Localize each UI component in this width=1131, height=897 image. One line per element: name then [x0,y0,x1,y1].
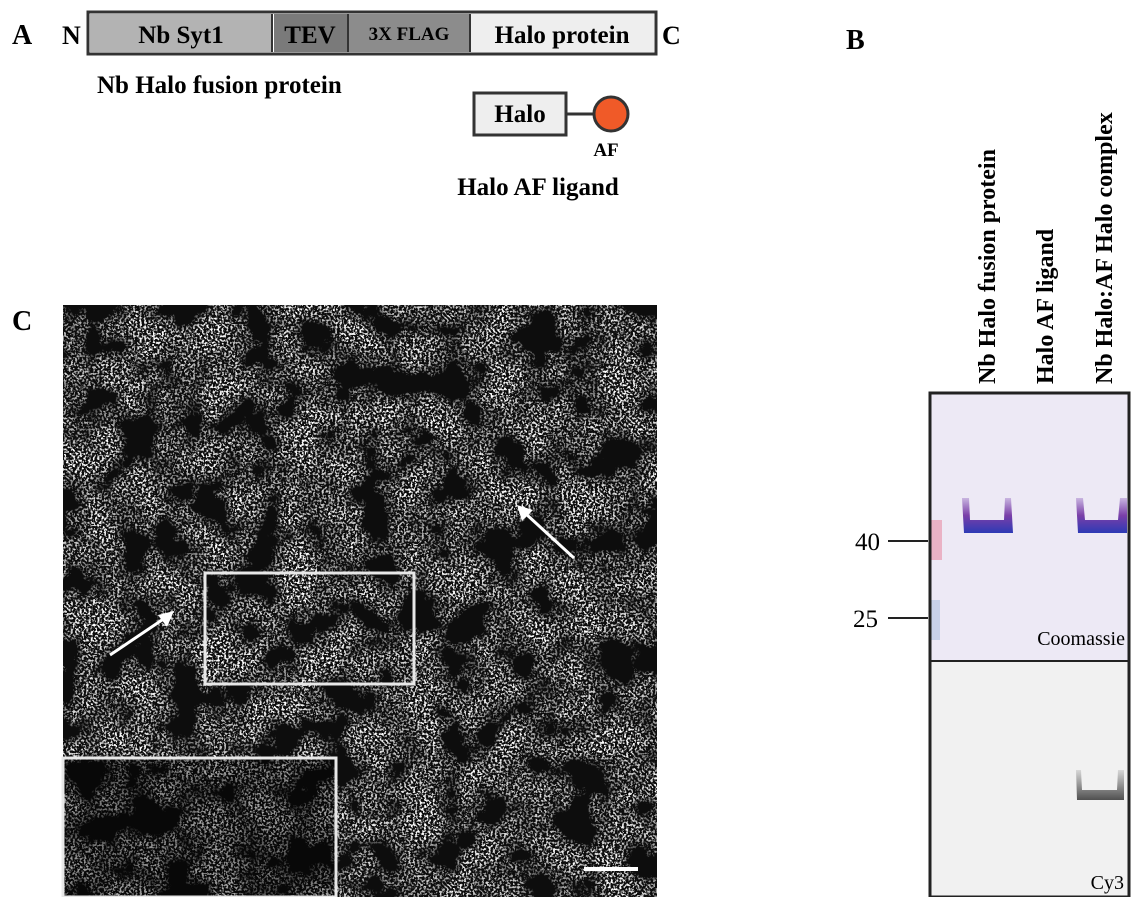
c-terminus: C [662,21,681,50]
marker-label: 25 [853,606,878,633]
panel-label: C [12,306,32,337]
dye-label: AF [593,140,618,161]
lane-label: Nb Halo:AF Halo complex [1092,112,1118,384]
ligand-label: Halo AF ligand [457,174,619,201]
inset [63,758,336,897]
n-terminus: N [62,21,81,50]
stain-label: Coomassie [1037,628,1125,650]
fusion-label: Nb Halo fusion protein [97,72,342,99]
lane-label: Nb Halo fusion protein [975,149,1001,384]
stain-label: Cy3 [1091,872,1124,894]
segment-label: 3X FLAG [369,24,450,45]
segment-label: Nb Syt1 [138,22,223,49]
segment-label: Halo protein [495,22,630,49]
ligand-box-label: Halo [494,101,545,128]
segment-label: TEV [284,22,335,49]
dye [594,97,628,131]
figure: A N Nb Syt1 TEV 3X FLAG Halo protein C N… [0,0,1131,897]
panel-label: A [12,20,33,51]
lane-label: Halo AF ligand [1033,228,1059,384]
cy3-gel [930,661,1129,897]
ladder [930,520,942,560]
marker-label: 40 [855,529,880,556]
panel-label: B [846,25,865,56]
